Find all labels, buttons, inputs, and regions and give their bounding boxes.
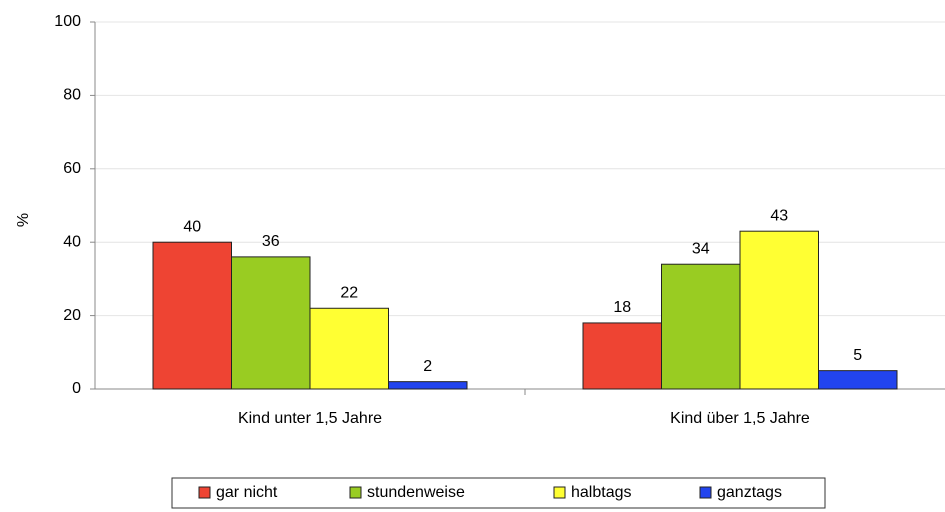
legend-swatch: [553, 486, 566, 499]
data-label: 2: [423, 358, 432, 375]
data-label: 18: [613, 299, 631, 316]
bar: [582, 322, 662, 390]
data-label: 5: [853, 347, 862, 364]
y-tick-label: 80: [63, 87, 81, 104]
legend-swatch: [349, 486, 362, 499]
y-tick-label: 60: [63, 160, 81, 177]
y-axis-label: %: [15, 213, 32, 227]
bar: [152, 241, 232, 390]
legend-swatch: [699, 486, 712, 499]
y-tick-label: 20: [63, 307, 81, 324]
data-label: 43: [770, 207, 788, 224]
bar: [309, 307, 389, 390]
bar: [661, 263, 741, 390]
legend-label: halbtags: [571, 484, 632, 501]
bar: [388, 381, 468, 390]
bar: [739, 230, 819, 390]
legend-swatch: [198, 486, 211, 499]
y-tick-label: 40: [63, 233, 81, 250]
data-label: 36: [262, 233, 280, 250]
data-label: 34: [692, 240, 710, 257]
legend-label: ganztags: [717, 484, 782, 501]
y-tick-label: 0: [72, 380, 81, 397]
legend-box: [171, 477, 826, 509]
data-label: 40: [183, 218, 201, 235]
bar: [818, 370, 898, 390]
data-label: 22: [340, 284, 358, 301]
x-tick-label: Kind unter 1,5 Jahre: [238, 410, 382, 427]
x-tick-label: Kind über 1,5 Jahre: [670, 410, 810, 427]
legend-label: gar nicht: [216, 484, 278, 501]
y-tick-label: 100: [54, 13, 81, 30]
bar: [231, 256, 311, 390]
legend-label: stundenweise: [367, 484, 465, 501]
